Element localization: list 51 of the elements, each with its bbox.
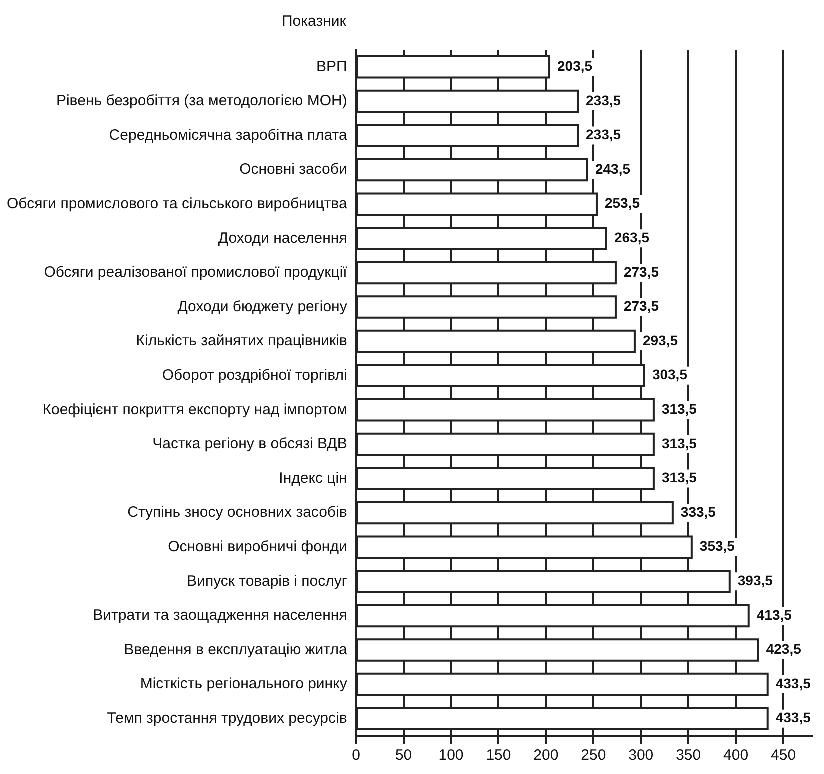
y-tick-label: Витрати та заощадження населення — [93, 607, 348, 624]
x-tick-label: 250 — [581, 747, 606, 764]
y-tick-label: Рівень безробіття (за методологією МОН) — [56, 92, 348, 110]
data-label: 243,5 — [595, 160, 631, 177]
data-label: 393,5 — [738, 572, 774, 589]
x-tick-label: 150 — [486, 747, 512, 764]
data-label: 233,5 — [586, 126, 622, 143]
data-label: 413,5 — [756, 606, 792, 623]
y-tick-label: Коефіцієнт покриття експорту над імпортом — [42, 401, 348, 418]
x-tick-label: 300 — [628, 747, 654, 764]
y-tick-label: Місткість регіонального ринку — [140, 676, 348, 693]
x-tick-label: 50 — [395, 747, 412, 764]
data-label: 253,5 — [604, 195, 640, 212]
y-tick-label: Основні засоби — [240, 161, 348, 178]
x-tick-label: 350 — [676, 747, 702, 764]
data-label: 273,5 — [624, 298, 660, 314]
y-tick-label: Ступінь зносу основних засобів — [128, 504, 348, 522]
data-label: 423,5 — [766, 641, 802, 658]
data-label: 263,5 — [614, 230, 650, 246]
y-tick-label: Кількість зайнятих працівників — [136, 332, 348, 350]
data-label: 313,5 — [662, 401, 698, 418]
y-tick-label: ВРП — [316, 58, 348, 76]
x-tick-label: 0 — [352, 747, 360, 764]
data-label: 313,5 — [662, 470, 698, 486]
y-tick-label: Випуск товарів і послуг — [187, 572, 348, 590]
data-label: 433,5 — [776, 710, 812, 726]
x-tick-label: 100 — [438, 747, 464, 764]
y-tick-label: Основні виробничі фонди — [168, 538, 348, 556]
y-tick-label: Індекс цін — [279, 470, 348, 487]
y-tick-label: Доходи населення — [218, 230, 348, 247]
data-label: 433,5 — [776, 675, 812, 692]
data-label: 203,5 — [558, 58, 593, 74]
data-label: 233,5 — [586, 92, 622, 108]
y-tick-label: Введення в експлуатацію житла — [124, 641, 348, 658]
data-label: 303,5 — [652, 366, 688, 383]
data-label: 333,5 — [680, 504, 716, 520]
y-tick-label: Оборот роздрібної торгівлі — [162, 366, 348, 384]
y-tick-label: Доходи бюджету регіону — [178, 298, 348, 316]
data-label: 273,5 — [624, 264, 660, 280]
y-tick-label: Обсяги реалізованої промислової продукції — [44, 264, 348, 282]
x-tick-label: 450 — [771, 747, 796, 764]
data-label: 313,5 — [662, 435, 698, 452]
y-tick-label: Обсяги промислового та сільського виробництва — [7, 195, 348, 212]
y-tick-label: Частка регіону в обсязі ВДВ — [152, 436, 348, 453]
x-tick-label: 400 — [724, 747, 749, 764]
data-label: 353,5 — [700, 538, 736, 554]
y-axis-title: Показник — [282, 13, 347, 30]
y-tick-label: Темп зростання трудових ресурсів — [107, 710, 348, 727]
data-label: 293,5 — [642, 332, 678, 348]
y-tick-label: Середньомісячна заробітна плата — [109, 126, 348, 144]
x-tick-label: 200 — [534, 747, 559, 764]
